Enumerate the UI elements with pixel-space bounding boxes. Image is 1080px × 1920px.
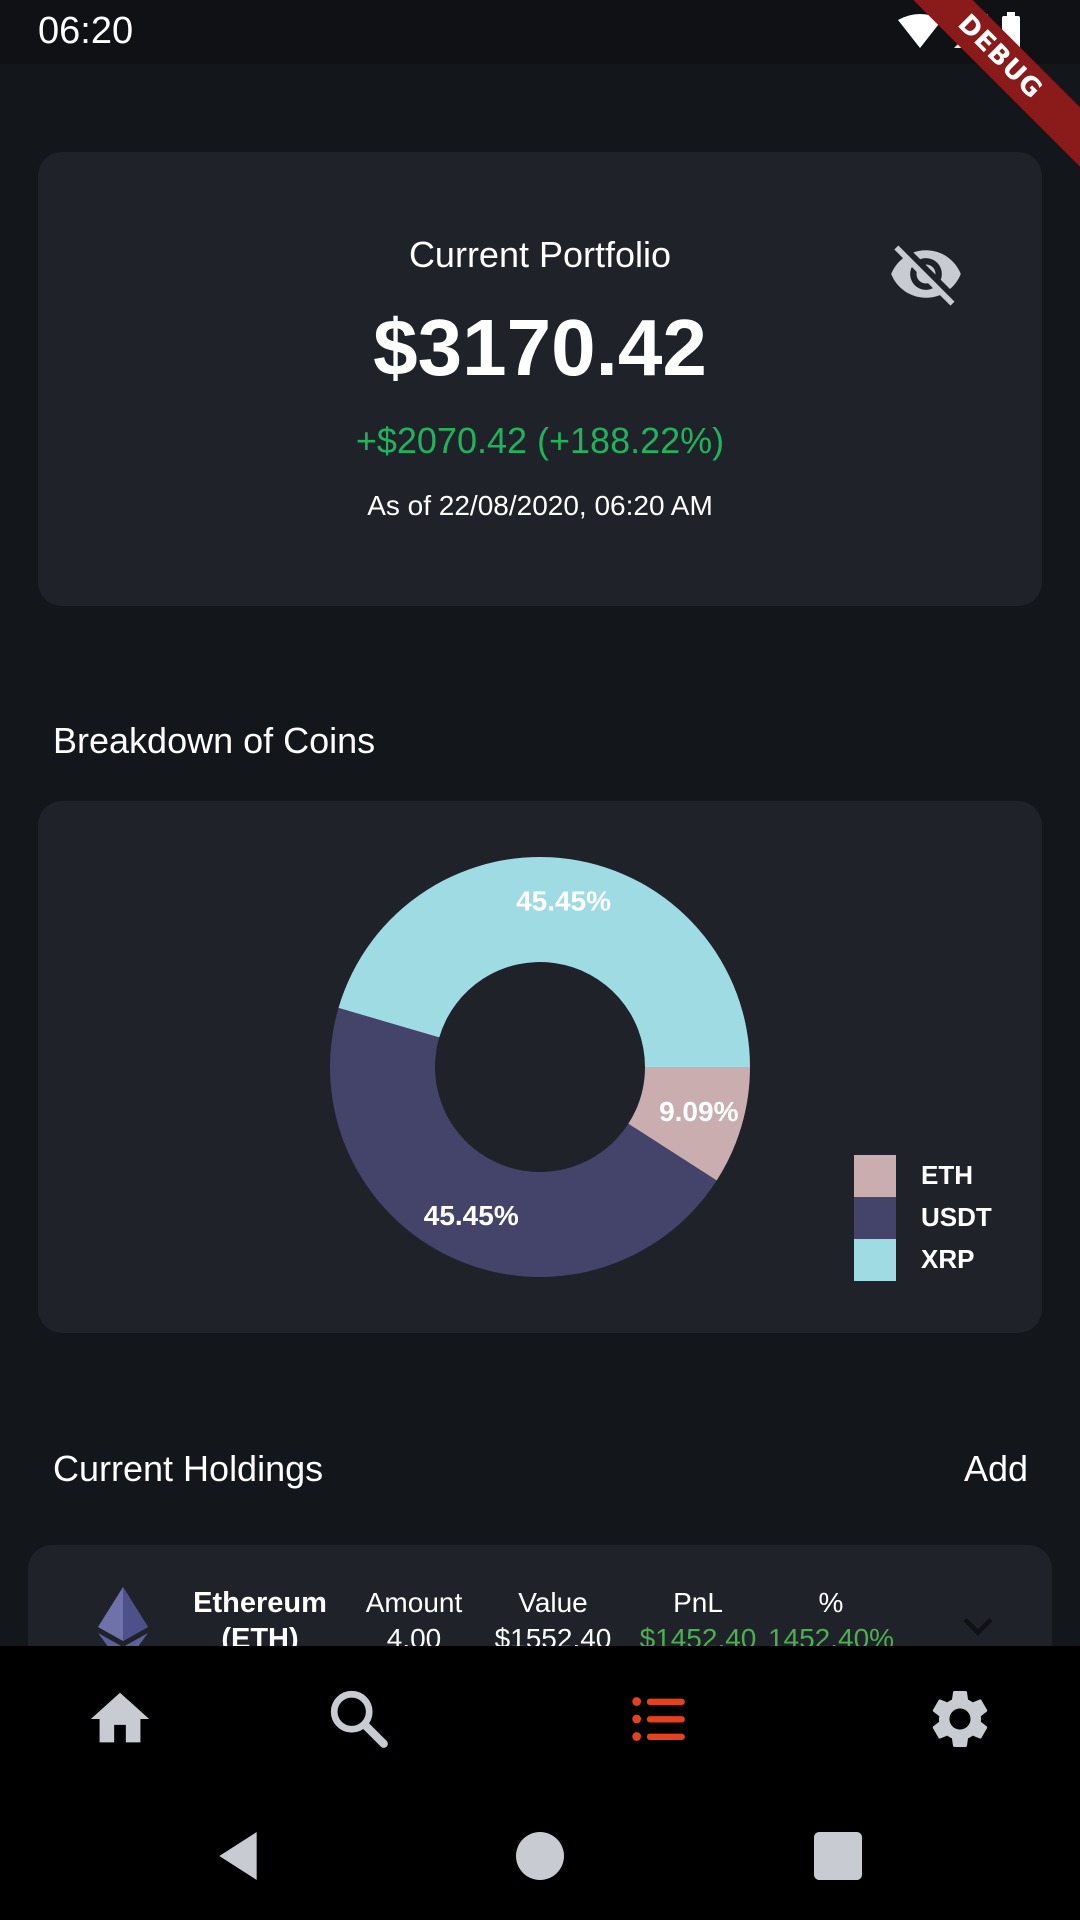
slice-label-xrp: 45.45% (516, 886, 611, 917)
percent-label: % (818, 1587, 844, 1618)
portfolio-card: Current Portfolio $3170.42 +$2070.42 (+1… (38, 152, 1042, 606)
value-label: Value (518, 1587, 588, 1618)
breakdown-chart-card: 9.09% 45.45% 45.45% ETH USDT XRP (38, 801, 1042, 1333)
chevron-down-icon[interactable] (956, 1605, 1000, 1649)
slice-label-eth: 9.09% (659, 1096, 738, 1127)
legend-swatch-xrp (854, 1239, 896, 1281)
settings-icon[interactable] (925, 1684, 995, 1754)
slice-eth (628, 1067, 750, 1181)
home-icon[interactable] (85, 1684, 155, 1754)
slice-xrp (338, 856, 750, 1067)
legend-swatch-usdt (854, 1197, 896, 1239)
holdings-title: Current Holdings (53, 1448, 324, 1489)
legend-label-eth: ETH (921, 1160, 973, 1190)
legend-swatch-eth (854, 1155, 896, 1197)
search-icon[interactable] (324, 1684, 394, 1754)
status-clock: 06:20 (38, 10, 134, 52)
list-icon[interactable] (625, 1684, 695, 1754)
recents-icon[interactable] (806, 1824, 870, 1888)
visibility-off-icon[interactable] (888, 236, 964, 312)
portfolio-change: +$2070.42 (+188.22%) (355, 420, 725, 461)
portfolio-title: Current Portfolio (408, 234, 672, 275)
amount-label: Amount (365, 1587, 463, 1618)
pnl-label: PnL (673, 1587, 723, 1618)
home-button-icon[interactable] (508, 1824, 572, 1888)
legend-label-usdt: USDT (921, 1202, 992, 1232)
back-icon[interactable] (206, 1824, 270, 1888)
slice-label-usdt: 45.45% (424, 1200, 519, 1231)
coin-donut-chart: 9.09% 45.45% 45.45% ETH USDT XRP (329, 856, 992, 1281)
breakdown-title: Breakdown of Coins (53, 720, 376, 761)
legend-label-xrp: XRP (921, 1244, 974, 1274)
wifi-icon (898, 14, 942, 48)
system-navigation-bar (0, 1792, 1080, 1920)
slice-usdt (329, 1007, 717, 1278)
bottom-navigation (0, 1646, 1080, 1792)
holding-name-line1: Ethereum (193, 1587, 327, 1619)
portfolio-total: $3170.42 (373, 303, 707, 392)
status-bar: 06:20 (0, 0, 1080, 64)
portfolio-timestamp: As of 22/08/2020, 06:20 AM (367, 490, 713, 521)
add-holding-button[interactable]: Add (963, 1448, 1028, 1489)
